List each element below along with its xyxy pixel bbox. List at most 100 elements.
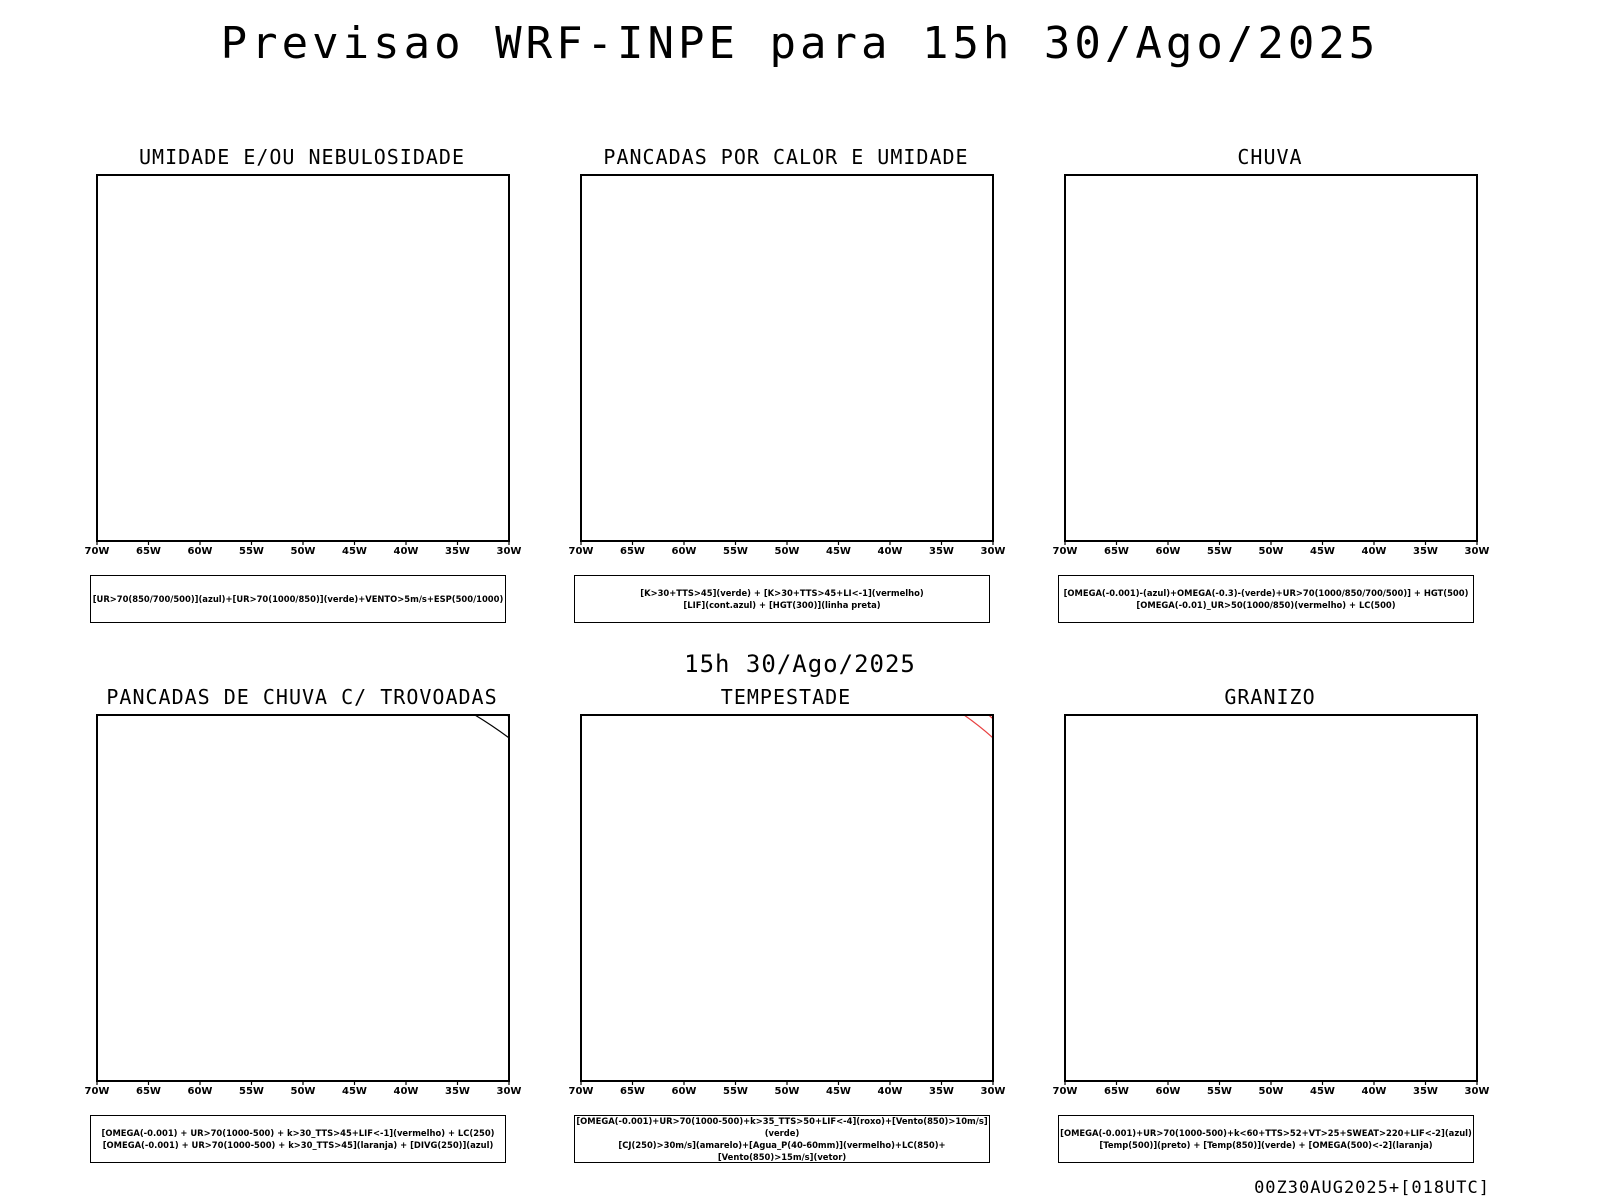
lon-tick-label: 65W xyxy=(1104,1086,1129,1097)
lon-tick-label: 50W xyxy=(291,1086,316,1097)
lon-tick-label: 55W xyxy=(723,546,748,557)
lon-tick-label: 30W xyxy=(1465,546,1490,557)
map-trovoadas: 12S15S18S21S24S27S30S33S36S39S42S70W65W6… xyxy=(67,713,537,1099)
lon-tick-label: 70W xyxy=(1053,546,1078,557)
legend-box: [OMEGA(-0.001)+UR>70(1000-500)+k<60+TTS>… xyxy=(1058,1115,1474,1163)
lon-tick-label: 30W xyxy=(497,546,522,557)
lon-tick-label: 40W xyxy=(1362,546,1387,557)
map-background xyxy=(97,715,509,1081)
lon-tick-label: 35W xyxy=(1413,546,1438,557)
lon-tick-label: 35W xyxy=(929,546,954,557)
map-svg: 1012101610081020102410285705765825645585… xyxy=(85,174,522,557)
lon-tick-label: 30W xyxy=(981,1086,1006,1097)
legend-line: [OMEGA(-0.001)+UR>70(1000-500)+k>35_TTS>… xyxy=(576,1116,988,1138)
lon-tick-label: 50W xyxy=(775,1086,800,1097)
legend-line: [CJ(250)>30m/s](amarelo)+[Agua_P(40-60mm… xyxy=(618,1140,946,1162)
map-svg: -12-15-18-2112S15S18S21S24S27S30S33S36S3… xyxy=(1053,714,1490,1097)
panel-title: CHUVA xyxy=(1237,145,1303,169)
valid-time-title: 15h 30/Ago/2025 xyxy=(684,650,916,678)
map-svg: 58257657056455812S15S18S21S24S27S30S33S3… xyxy=(1053,174,1490,557)
map-content: 1012101610081020102410285705765825645585… xyxy=(97,175,509,541)
lon-tick-label: 45W xyxy=(342,546,367,557)
lon-tick-label: 55W xyxy=(239,546,264,557)
map-background xyxy=(581,175,993,541)
lon-tick-label: 40W xyxy=(394,1086,419,1097)
map-background xyxy=(97,175,509,541)
panel-title: PANCADAS POR CALOR E UMIDADE xyxy=(603,145,969,169)
lon-tick-label: 55W xyxy=(1207,546,1232,557)
lon-tick-label: 50W xyxy=(775,546,800,557)
panel-pancadas-calor: PANCADAS POR CALOR E UMIDADE 96009520944… xyxy=(551,145,1021,625)
lon-tick-label: 60W xyxy=(672,1086,697,1097)
lon-tick-label: 60W xyxy=(188,1086,213,1097)
lon-tick-label: 55W xyxy=(239,1086,264,1097)
map-granizo: -12-15-18-2112S15S18S21S24S27S30S33S36S3… xyxy=(1035,713,1505,1099)
lon-tick-label: 60W xyxy=(1156,1086,1181,1097)
lon-tick-label: 65W xyxy=(620,1086,645,1097)
map-svg: 12S15S18S21S24S27S30S33S36S39S42S70W65W6… xyxy=(569,714,1006,1097)
main-title: Previsao WRF-INPE para 15h 30/Ago/2025 xyxy=(220,18,1380,69)
map-svg: 12S15S18S21S24S27S30S33S36S39S42S70W65W6… xyxy=(85,714,522,1097)
lon-tick-label: 60W xyxy=(672,546,697,557)
lon-tick-label: 70W xyxy=(85,1086,110,1097)
lon-tick-label: 30W xyxy=(1465,1086,1490,1097)
panel-granizo: GRANIZO -12-15-18-2112S15S18S21S24S27S30… xyxy=(1035,685,1505,1165)
lon-tick-label: 40W xyxy=(1362,1086,1387,1097)
lon-tick-label: 35W xyxy=(445,546,470,557)
map-content xyxy=(581,715,993,1081)
legend-line: [OMEGA(-0.01)_UR>50(1000/850)(vermelho) … xyxy=(1136,600,1396,610)
lon-tick-label: 65W xyxy=(620,546,645,557)
lon-tick-label: 70W xyxy=(569,546,594,557)
map-background xyxy=(1065,715,1477,1081)
legend-line: [OMEGA(-0.001)-(azul)+OMEGA(-0.3)-(verde… xyxy=(1063,588,1469,598)
panel-title: UMIDADE E/OU NEBULOSIDADE xyxy=(138,145,466,169)
lon-tick-label: 50W xyxy=(291,546,316,557)
lon-tick-label: 35W xyxy=(929,1086,954,1097)
lon-tick-label: 40W xyxy=(394,546,419,557)
legend-line: [OMEGA(-0.001) + UR>70(1000-500) + k>30_… xyxy=(102,1140,494,1150)
lon-tick-label: 35W xyxy=(445,1086,470,1097)
legend-line: [UR>70(850/700/500)](azul)+[UR>70(1000/8… xyxy=(92,594,504,604)
lon-tick-label: 30W xyxy=(981,546,1006,557)
legend-line: [OMEGA(-0.001)+UR>70(1000-500)+k<60+TTS>… xyxy=(1060,1128,1472,1138)
lon-tick-label: 45W xyxy=(1310,546,1335,557)
run-info: 00Z30AUG2025+[018UTC] xyxy=(1254,1178,1490,1198)
legend-line: [K>30+TTS>45](verde) + [K>30+TTS>45+LI<-… xyxy=(640,588,924,598)
lon-tick-label: 40W xyxy=(878,1086,903,1097)
legend-box: [K>30+TTS>45](verde) + [K>30+TTS>45+LI<-… xyxy=(574,575,990,623)
map-content xyxy=(97,715,509,1081)
legend-box: [OMEGA(-0.001)+UR>70(1000-500)+k>35_TTS>… xyxy=(574,1115,990,1163)
map-background xyxy=(581,715,993,1081)
lon-tick-label: 70W xyxy=(569,1086,594,1097)
lon-tick-label: 35W xyxy=(1413,1086,1438,1097)
lon-tick-label: 50W xyxy=(1259,1086,1284,1097)
legend-box: [UR>70(850/700/500)](azul)+[UR>70(1000/8… xyxy=(90,575,506,623)
legend-line: [Temp(500)](preto) + [Temp(850)](verde) … xyxy=(1099,1140,1433,1150)
panel-umidade: UMIDADE E/OU NEBULOSIDADE 10121016100810… xyxy=(67,145,537,625)
legend-line: [OMEGA(-0.001) + UR>70(1000-500) + k>30_… xyxy=(101,1128,495,1138)
map-svg: 96009520944093609280920012S15S18S21S24S2… xyxy=(569,174,1006,557)
legend-line: [LIF](cont.azul) + [HGT(300)](linha pret… xyxy=(683,600,881,610)
lon-tick-label: 60W xyxy=(188,546,213,557)
map-background xyxy=(1065,175,1477,541)
map-tempestade: 12S15S18S21S24S27S30S33S36S39S42S70W65W6… xyxy=(551,713,1021,1099)
panel-chuva: CHUVA 58257657056455812S15S18S21S24S27S3… xyxy=(1035,145,1505,625)
lon-tick-label: 70W xyxy=(85,546,110,557)
lon-tick-label: 55W xyxy=(723,1086,748,1097)
legend-box: [OMEGA(-0.001) + UR>70(1000-500) + k>30_… xyxy=(90,1115,506,1163)
lon-tick-label: 45W xyxy=(1310,1086,1335,1097)
panel-tempestade: TEMPESTADE 12S15S18S21S24S27S30S33S36S39… xyxy=(551,685,1021,1165)
lon-tick-label: 60W xyxy=(1156,546,1181,557)
lon-tick-label: 40W xyxy=(878,546,903,557)
lon-tick-label: 65W xyxy=(136,546,161,557)
lon-tick-label: 30W xyxy=(497,1086,522,1097)
legend-box: [OMEGA(-0.001)-(azul)+OMEGA(-0.3)-(verde… xyxy=(1058,575,1474,623)
map-content: 960095209440936092809200 xyxy=(581,175,993,541)
lon-tick-label: 65W xyxy=(136,1086,161,1097)
lon-tick-label: 45W xyxy=(826,546,851,557)
lon-tick-label: 65W xyxy=(1104,546,1129,557)
map-content: 582576570564558 xyxy=(1065,175,1477,541)
panel-title: GRANIZO xyxy=(1224,685,1316,709)
lon-tick-label: 50W xyxy=(1259,546,1284,557)
panel-title: TEMPESTADE xyxy=(720,685,852,709)
